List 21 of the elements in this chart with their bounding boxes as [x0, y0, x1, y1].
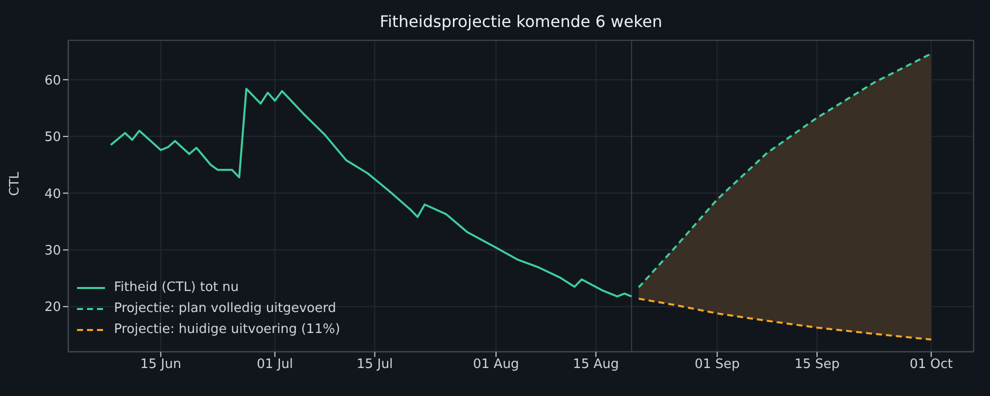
x-tick-label: 01 Oct	[910, 357, 953, 372]
x-tick-label: 15 Jul	[356, 357, 393, 372]
line-series	[110, 88, 633, 298]
x-tick-label: 01 Jul	[256, 357, 294, 372]
y-tick-label: 40	[44, 186, 61, 202]
legend-label: Projectie: plan volledig uitgevoerd	[114, 301, 336, 316]
line-series	[638, 298, 932, 341]
x-tick-label: 01 Sep	[694, 357, 740, 372]
x-tick-label: 01 Aug	[473, 357, 520, 372]
y-tick-label: 60	[44, 73, 61, 88]
y-axis-title: CTL	[8, 170, 23, 196]
chart-title: Fitheidsprojectie komende 6 weken	[378, 12, 664, 31]
y-tick-label: 20	[44, 300, 61, 316]
x-tick-label: 15 Sep	[794, 357, 840, 372]
legend-label: Projectie: huidige uitvoering (11%)	[114, 322, 340, 337]
x-tick-label: 15 Jun	[140, 357, 182, 372]
y-tick-label: 50	[44, 130, 61, 146]
legend-label: Fitheid (CTL) tot nu	[114, 280, 239, 295]
y-tick-label: 30	[44, 244, 61, 259]
line-series	[638, 52, 932, 288]
x-tick-label: 15 Aug	[572, 357, 619, 372]
